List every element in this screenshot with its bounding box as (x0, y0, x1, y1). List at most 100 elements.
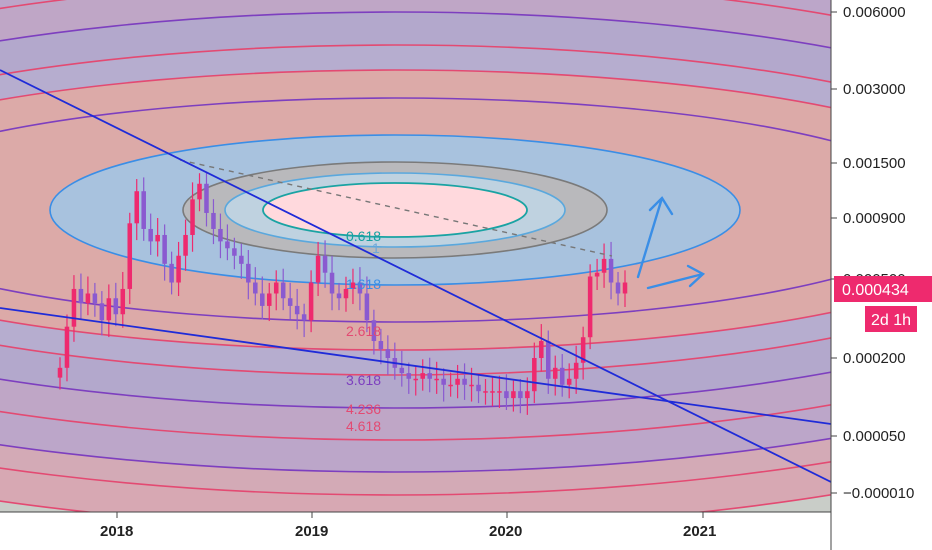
candle-body (615, 282, 621, 294)
x-axis-panel (0, 512, 932, 550)
y-tick-label: 0.000900 (843, 210, 906, 227)
candle-body (85, 293, 91, 304)
fib-label-4236: 4.236 (346, 401, 381, 417)
candle-body (455, 378, 460, 385)
fib-label-1: 1 (372, 240, 380, 256)
candle-body (532, 358, 537, 392)
candle-body (371, 320, 377, 342)
x-tick-label: 2019 (295, 523, 328, 540)
candle-body (329, 272, 335, 294)
candle-body (162, 234, 167, 264)
candle-body (483, 391, 488, 393)
candle-body (469, 384, 474, 387)
y-tick-label: 0.003000 (843, 81, 906, 98)
price-tag-label: 0.000434 (842, 282, 909, 299)
candle-body (580, 337, 586, 363)
candle-body (190, 199, 195, 235)
candle-body (497, 391, 502, 393)
candle-body (225, 241, 230, 249)
y-tick-label: 0.001500 (843, 155, 906, 172)
candle-body (211, 212, 216, 229)
fib-label-0618: 0.618 (346, 228, 381, 244)
candle-body (253, 282, 258, 294)
candle-body (204, 183, 209, 213)
y-tick-label: 0.006000 (843, 4, 906, 21)
candle-body (287, 298, 293, 306)
x-tick-label: 2018 (100, 523, 133, 540)
candle-body (573, 362, 579, 379)
candle-body (134, 191, 139, 224)
candle-body (141, 191, 146, 229)
fib-label-4618: 4.618 (346, 418, 381, 434)
candle-body (385, 349, 391, 358)
candle-body (92, 293, 98, 304)
countdown-label: 2d 1h (871, 312, 911, 329)
fib-ellipse-band (262, 182, 528, 238)
current-price-tag: 0.000434 2d 1h (834, 276, 932, 332)
candle-body (113, 298, 119, 315)
candle-body (155, 234, 160, 242)
candle-body (280, 282, 286, 299)
candle-body (490, 391, 495, 393)
candle-body (378, 341, 384, 350)
candle-body (546, 341, 551, 379)
y-tick-label: 0.000200 (843, 350, 906, 367)
candle-body (357, 282, 363, 294)
candle-body (594, 272, 600, 277)
x-tick-label: 2020 (489, 523, 522, 540)
candle-body (57, 367, 63, 378)
candle-body (608, 258, 614, 283)
candle-body (106, 298, 112, 321)
candle-body (427, 373, 432, 379)
candle-body (315, 255, 321, 283)
candle-body (448, 384, 453, 387)
candle-body (462, 378, 467, 385)
candle-body (64, 326, 70, 368)
fib-label-2618: 2.618 (346, 323, 381, 339)
candle-body (294, 305, 300, 315)
y-tick-label: 0.000050 (843, 428, 906, 445)
support-trendline (0, 307, 831, 425)
candle-body (559, 367, 565, 385)
candle-body (239, 255, 244, 264)
candle-body (71, 288, 77, 327)
countdown-bg (865, 306, 917, 332)
candle-body (413, 378, 419, 381)
descending-trendline (0, 69, 831, 483)
candle-body (406, 373, 412, 379)
candle-body (301, 314, 307, 321)
y-axis-panel (831, 0, 932, 550)
drawing-overlays (0, 69, 831, 483)
candle-body (566, 378, 572, 385)
candle-body (504, 391, 509, 399)
candle-body (525, 391, 530, 399)
candle-body (176, 255, 181, 283)
candle-body (336, 293, 342, 299)
candle-body (441, 378, 446, 385)
x-tick-label: 2021 (683, 523, 716, 540)
fib-label-3618: 3.618 (346, 372, 381, 388)
candle-body (399, 367, 405, 374)
candle-body (120, 288, 126, 315)
candle-body (434, 378, 439, 381)
candle-body (476, 384, 481, 392)
candle-body (232, 248, 237, 256)
candles (57, 171, 628, 415)
candle-body (511, 391, 516, 399)
y-tick-label: −0.000010 (843, 485, 914, 502)
candle-body (420, 373, 425, 379)
arrow-right-icon (646, 264, 706, 290)
candle-body (518, 391, 523, 399)
candle-body (273, 282, 279, 294)
fib-level-labels: 0.618 1 1.618 2.618 3.618 4.236 4.618 (346, 228, 381, 434)
fib-label-1618: 1.618 (346, 276, 381, 292)
dashed-trendline (179, 159, 613, 257)
candle-body (539, 341, 544, 358)
candle-body (343, 288, 349, 299)
candle-body (197, 183, 202, 200)
candle-body (78, 288, 84, 304)
candle-body (552, 367, 558, 379)
